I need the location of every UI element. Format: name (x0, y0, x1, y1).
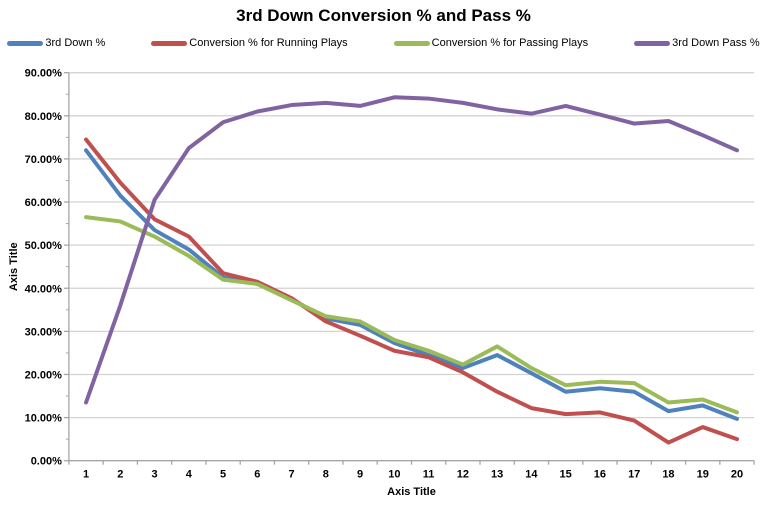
legend-line-marker-icon (151, 40, 188, 46)
legend-label: Conversion % for Passing Plays (431, 37, 589, 49)
x-axis-tick-label: 16 (594, 469, 606, 481)
legend-item-conversion-for-running-plays: Conversion % for Running Plays (151, 37, 348, 49)
x-axis-tick-label: 4 (186, 469, 193, 481)
x-axis-tick-label: 1 (83, 469, 89, 481)
legend-line-marker-icon (393, 40, 430, 46)
series-line-3rd-down-pass (84, 95, 739, 405)
y-axis-tick-label: 70.00% (25, 154, 63, 166)
y-axis-tick-label: 30.00% (25, 326, 63, 338)
x-axis-tick-label: 15 (560, 469, 572, 481)
y-axis-tick-label: 90.00% (25, 68, 63, 80)
legend-item-3rd-down-pass: 3rd Down Pass % (634, 37, 760, 49)
legend-line-marker-icon (634, 40, 671, 46)
x-axis-tick-label: 8 (323, 469, 329, 481)
x-axis-tick-label: 6 (254, 469, 260, 481)
x-axis-tick-label: 2 (117, 469, 123, 481)
y-axis-tick-label: 80.00% (25, 111, 63, 123)
x-axis-tick-label: 11 (423, 469, 435, 481)
x-axis-tick-label: 12 (457, 469, 469, 481)
x-axis-tick-label: 20 (731, 469, 743, 481)
x-axis-tick-label: 17 (628, 469, 640, 481)
x-axis-tick-label: 19 (697, 469, 709, 481)
series-line-conversion-for-running-plays (84, 137, 739, 445)
legend-label: 3rd Down Pass % (672, 37, 760, 49)
x-axis-tick-label: 7 (289, 469, 295, 481)
y-axis-tick-label: 60.00% (25, 197, 63, 209)
x-axis-tick-label: 18 (662, 469, 674, 481)
x-axis-title: Axis Title (387, 486, 436, 498)
legend: 3rd Down % Conversion % for Running Plays… (0, 37, 767, 49)
x-axis-tick-label: 13 (491, 469, 503, 481)
series-line-conversion-for-passing-plays (84, 215, 739, 415)
legend-item-conversion-for-passing-plays: Conversion % for Passing Plays (393, 37, 589, 49)
y-axis-tick-label: 50.00% (25, 240, 63, 252)
y-axis-tick-label: 40.00% (25, 283, 63, 295)
y-axis-tick-label: 10.00% (25, 413, 63, 425)
y-axis-tick-label: 0.00% (31, 456, 62, 468)
y-axis-tick-label: 20.00% (25, 369, 63, 381)
legend-item-3rd-down: 3rd Down % (7, 37, 105, 49)
legend-label: 3rd Down % (45, 37, 106, 49)
x-axis-tick-label: 3 (151, 469, 157, 481)
x-axis-tick-label: 9 (357, 469, 363, 481)
legend-label: Conversion % for Running Plays (189, 37, 348, 49)
x-axis-tick-label: 14 (525, 469, 538, 481)
x-axis-tick-label: 10 (388, 469, 400, 481)
x-axis-tick-label: 5 (220, 469, 226, 481)
series-line-3rd-down (84, 148, 739, 421)
legend-line-marker-icon (7, 40, 44, 46)
chart-title: 3rd Down Conversion % and Pass % (236, 6, 531, 25)
y-axis-title: Axis Title (8, 242, 20, 291)
